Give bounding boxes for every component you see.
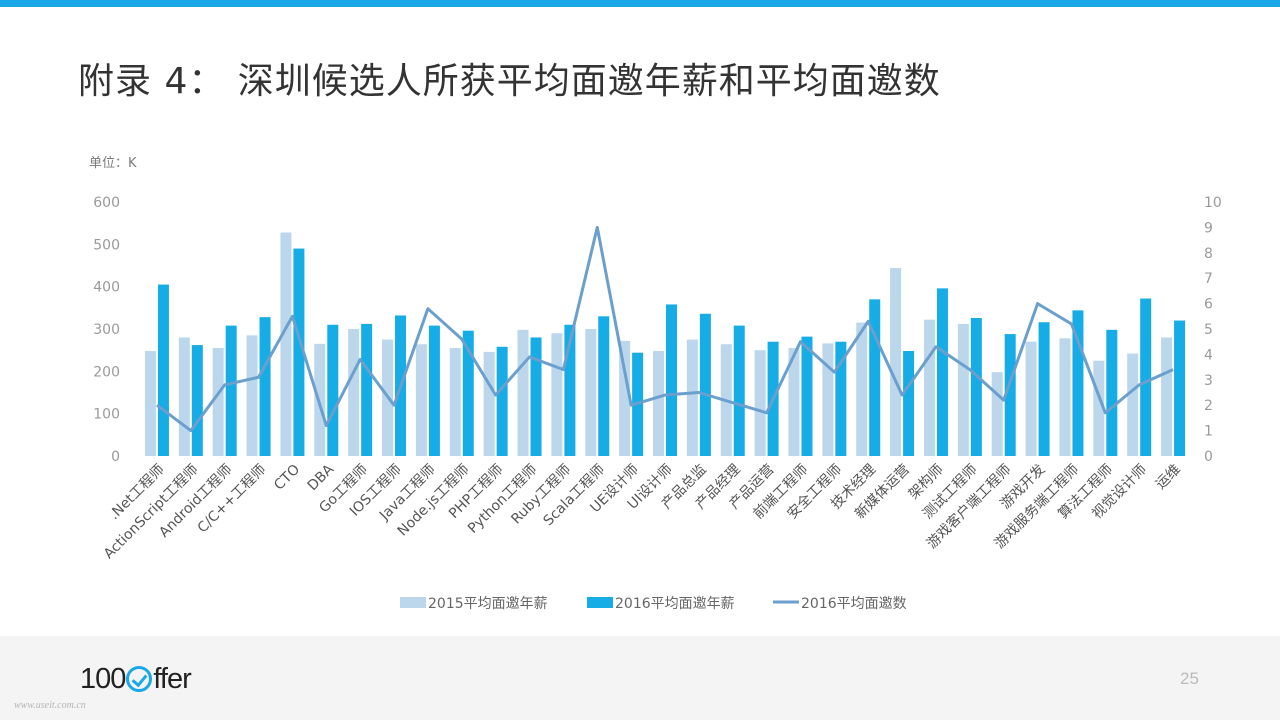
- logo-text-prefix: 100: [80, 662, 126, 695]
- bar-2015: [957, 323, 969, 456]
- bar-2016: [1174, 320, 1186, 456]
- top-accent-bar: [0, 0, 1280, 7]
- bar-2016: [157, 284, 169, 456]
- y-right-tick-label: 4: [1204, 347, 1213, 363]
- bar-2016: [564, 324, 576, 456]
- x-category-label: CTO: [271, 462, 303, 494]
- slide-title: 附录 4： 深圳候选人所获平均面邀年薪和平均面邀数: [78, 61, 941, 102]
- y-right-tick-label: 8: [1204, 246, 1213, 262]
- y-left-tick-label: 200: [93, 364, 120, 380]
- bar-2016: [1038, 322, 1050, 456]
- bar-2015: [449, 348, 461, 456]
- y-right-tick-label: 10: [1204, 195, 1222, 211]
- bar-2015: [890, 268, 902, 456]
- bar-2016: [1106, 329, 1118, 456]
- bar-2015: [280, 232, 292, 456]
- bar-2016: [259, 317, 271, 456]
- bar-2016: [530, 337, 542, 456]
- bar-2015: [754, 350, 766, 456]
- y-right-tick-label: 0: [1204, 449, 1213, 465]
- bar-2015: [1025, 341, 1037, 456]
- bar-2015: [619, 340, 631, 456]
- bar-2015: [348, 329, 360, 456]
- bar-2015: [178, 337, 190, 456]
- y-left-tick-label: 600: [93, 195, 120, 211]
- watermark: www.useit.com.cn: [14, 700, 86, 711]
- y-right-tick-label: 6: [1204, 297, 1213, 313]
- bar-2015: [1161, 337, 1173, 456]
- y-right-tick-label: 3: [1204, 373, 1213, 389]
- line-2016-invites: [156, 225, 1174, 433]
- y-left-tick-label: 400: [93, 280, 120, 296]
- bar-2015: [144, 351, 156, 456]
- bar-2015: [1093, 360, 1105, 456]
- legend-label-1: 2016平均面邀年薪: [615, 596, 735, 612]
- legend-label-2: 2016平均面邀数: [801, 596, 907, 612]
- y-right-tick-label: 2: [1204, 398, 1213, 414]
- bar-2016: [496, 346, 508, 456]
- bar-2015: [483, 351, 495, 456]
- bar-2015: [856, 322, 868, 456]
- bar-2015: [923, 319, 935, 456]
- unit-label: 单位：K: [89, 156, 137, 171]
- bar-2016: [936, 288, 948, 456]
- bar-2016: [801, 336, 813, 456]
- bar-2015: [822, 343, 834, 456]
- bar-2016: [1072, 310, 1084, 456]
- bar-2016: [225, 325, 237, 456]
- bar-2016: [666, 304, 677, 456]
- bar-2015: [653, 351, 664, 456]
- y-left-tick-label: 100: [93, 407, 120, 423]
- logo-text-suffix: ffer: [153, 662, 191, 695]
- x-category-label: 运维: [1153, 462, 1184, 493]
- y-right-tick-label: 7: [1204, 271, 1213, 287]
- bar-2016: [462, 330, 474, 456]
- bar-2016: [191, 345, 203, 456]
- bar-2016: [903, 351, 915, 456]
- bar-2016: [733, 325, 745, 456]
- bar-2016: [970, 317, 982, 456]
- bar-2016: [1140, 298, 1152, 456]
- bar-2015: [517, 329, 529, 456]
- y-left-tick-label: 0: [111, 449, 120, 465]
- combo-chart: 单位：K0100200300400500600012345678910.Net工…: [89, 156, 1222, 612]
- legend-swatch-1: [587, 597, 613, 608]
- bar-2016: [835, 341, 847, 456]
- bar-2016: [869, 299, 881, 456]
- bar-2015: [788, 348, 800, 456]
- y-left-tick-label: 300: [93, 322, 120, 338]
- y-right-tick-label: 5: [1204, 322, 1213, 338]
- y-left-tick-label: 500: [93, 237, 120, 253]
- company-logo: 100 ffer: [80, 662, 192, 696]
- bar-2015: [686, 339, 698, 456]
- y-right-tick-label: 1: [1204, 424, 1213, 440]
- bar-2015: [551, 333, 563, 456]
- check-circle-icon: [126, 666, 153, 692]
- footer: [0, 636, 1280, 720]
- bar-2016: [361, 323, 373, 456]
- bar-2016: [1004, 334, 1016, 456]
- y-right-tick-label: 9: [1204, 220, 1213, 236]
- bar-2015: [1059, 338, 1071, 456]
- bar-2016: [428, 325, 440, 456]
- bar-2015: [991, 372, 1003, 456]
- legend-swatch-0: [400, 597, 426, 608]
- bar-2016: [699, 313, 711, 456]
- bar-2015: [415, 344, 427, 456]
- legend-label-0: 2015平均面邀年薪: [428, 596, 548, 612]
- bar-2016: [293, 248, 305, 456]
- bar-2015: [585, 329, 597, 456]
- bar-2015: [246, 335, 258, 456]
- bar-2016: [327, 324, 339, 456]
- bar-2016: [598, 316, 610, 456]
- bar-2015: [212, 348, 224, 456]
- page-number: 25: [1180, 669, 1199, 688]
- bar-2015: [1127, 353, 1139, 456]
